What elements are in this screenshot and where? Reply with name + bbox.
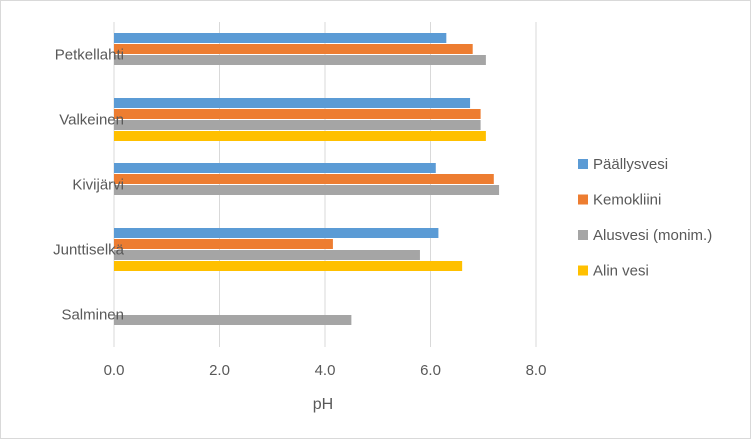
bar — [114, 185, 500, 195]
bar — [114, 109, 481, 119]
bar — [114, 163, 436, 173]
category-label: Petkellahti — [55, 47, 124, 64]
x-tick-label: 8.0 — [526, 362, 547, 379]
legend-swatch — [578, 230, 588, 240]
bar — [114, 55, 486, 65]
category-label: Kivijärvi — [72, 177, 124, 194]
bar — [114, 250, 420, 260]
legend-label: Päällysvesi — [593, 156, 668, 173]
legend-swatch — [578, 159, 588, 169]
bar — [114, 33, 447, 43]
bar — [114, 98, 471, 108]
bar — [114, 131, 486, 141]
bars — [114, 33, 500, 325]
x-axis-title: pH — [313, 396, 333, 413]
x-tick-label: 6.0 — [420, 362, 441, 379]
x-tick-label: 0.0 — [104, 362, 125, 379]
legend: Päällysvesi Kemokliini Alusvesi (monim.) Al… — [578, 156, 712, 280]
bar — [114, 44, 473, 54]
bar — [114, 120, 481, 130]
legend-label: Alusvesi (monim.) — [593, 227, 712, 244]
x-tick-label: 2.0 — [209, 362, 230, 379]
bar — [114, 174, 494, 184]
legend-swatch — [578, 265, 588, 276]
legend-label: Kemokliini — [593, 192, 661, 209]
bar — [114, 239, 333, 249]
gridlines — [113, 22, 537, 347]
x-tick-label: 4.0 — [315, 362, 336, 379]
category-label: Valkeinen — [59, 112, 124, 129]
legend-label: Alin vesi — [593, 263, 649, 280]
x-tick-labels: 0.0 2.0 4.0 6.0 8.0 — [104, 362, 547, 379]
bar — [114, 228, 439, 238]
category-label: Junttiselkä — [53, 242, 125, 259]
bar — [114, 261, 463, 271]
category-labels: Petkellahti Valkeinen Kivijärvi Junttiselkä… — [53, 47, 125, 324]
bar — [114, 315, 352, 325]
legend-swatch — [578, 194, 588, 205]
category-label: Salminen — [61, 307, 124, 324]
